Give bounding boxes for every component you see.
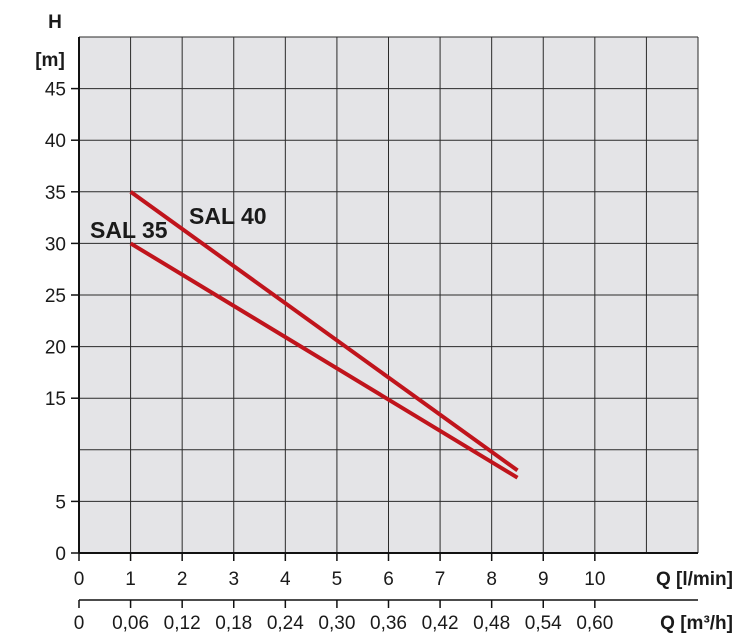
x-tick-label: 4 — [280, 569, 291, 590]
x2-tick-label: 0,36 — [370, 613, 407, 634]
y-tick-label: 40 — [45, 131, 66, 152]
y-tick-label: 0 — [55, 544, 66, 565]
series-line-sal40 — [129, 190, 519, 473]
x-tick-label: 8 — [486, 569, 497, 590]
x2-tick-label: 0,24 — [267, 613, 304, 634]
series-label-sal40: SAL 40 — [189, 203, 267, 229]
x-tick-label: 7 — [435, 569, 446, 590]
x2-tick-label: 0,54 — [525, 613, 562, 634]
series-line-sal35 — [129, 241, 519, 480]
x2-tick-label: 0,42 — [422, 613, 459, 634]
x-tick-label: 2 — [177, 569, 188, 590]
y-tick-label: 25 — [45, 286, 66, 307]
series-lines — [129, 190, 519, 480]
x2-tick-label: 0,48 — [473, 613, 510, 634]
series-label-sal35: SAL 35 — [90, 217, 168, 243]
axes — [71, 37, 698, 608]
x2-tick-label: 0 — [74, 613, 85, 634]
x2-tick-label: 0,12 — [164, 613, 201, 634]
y-tick-label: 30 — [45, 234, 66, 255]
y-tick-label: 15 — [45, 389, 66, 410]
y-tick-label: 20 — [45, 338, 66, 359]
x2-tick-label: 0,30 — [318, 613, 355, 634]
x2-tick-label: 0,06 — [112, 613, 149, 634]
x-tick-label: 6 — [383, 569, 394, 590]
y-axis-label: H — [48, 12, 62, 33]
y-tick-label: 5 — [55, 492, 66, 513]
x-tick-label: 1 — [125, 569, 136, 590]
x2-tick-label: 0,18 — [215, 613, 252, 634]
x-tick-label: 5 — [332, 569, 343, 590]
x-axis-label: Q [l/min] — [656, 569, 733, 590]
x-tick-label: 10 — [584, 569, 605, 590]
x2-axis-label: Q [m³/h] — [660, 613, 733, 634]
x-tick-label: 3 — [228, 569, 239, 590]
y-tick-label: 35 — [45, 183, 66, 204]
y-axis-unit: [m] — [35, 50, 65, 71]
x-tick-label: 9 — [538, 569, 549, 590]
y-tick-label: 45 — [45, 80, 66, 101]
x-tick-label: 0 — [74, 569, 85, 590]
x2-tick-label: 0,60 — [576, 613, 613, 634]
